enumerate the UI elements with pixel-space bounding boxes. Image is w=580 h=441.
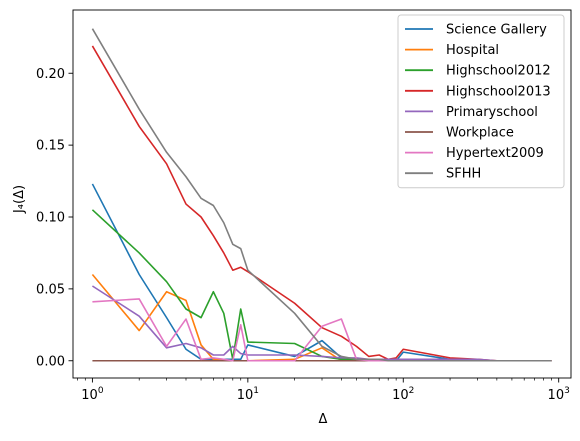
x-tick-label-3: 103 — [548, 386, 570, 403]
legend-label-5: Workplace — [446, 126, 514, 141]
x-axis-title: Δ — [319, 412, 328, 427]
x-tick-label-1: 101 — [237, 386, 259, 403]
series-line-7 — [91, 28, 552, 362]
legend-label-4: Primaryschool — [446, 105, 538, 120]
series-lines — [91, 28, 552, 362]
y-axis-title: J₄(Δ) — [12, 185, 27, 214]
y-tick-label-1: 0.05 — [36, 282, 65, 297]
y-tick-label-0: 0.00 — [36, 354, 65, 369]
legend: Science Gallery Hospital Highschool2012 Hig… — [397, 14, 565, 189]
y-tick-label-2: 0.10 — [36, 211, 65, 226]
y-tick-label-3: 0.15 — [36, 139, 65, 154]
legend-label-6: Hypertext2009 — [446, 146, 544, 161]
legend-box — [397, 14, 565, 189]
legend-label-1: Hospital — [446, 43, 499, 58]
y-tick-label-4: 0.20 — [36, 67, 65, 82]
legend-label-2: Highschool2012 — [446, 64, 551, 79]
legend-label-3: Highschool2013 — [446, 84, 551, 99]
axes: 100 101 102 103 0.00 0.05 0.10 0.15 0.20 — [36, 9, 572, 403]
legend-label-0: Science Gallery — [446, 23, 547, 38]
x-tick-label-2: 102 — [392, 386, 414, 403]
x-tick-label-0: 100 — [81, 386, 104, 403]
legend-label-7: SFHH — [446, 167, 481, 182]
